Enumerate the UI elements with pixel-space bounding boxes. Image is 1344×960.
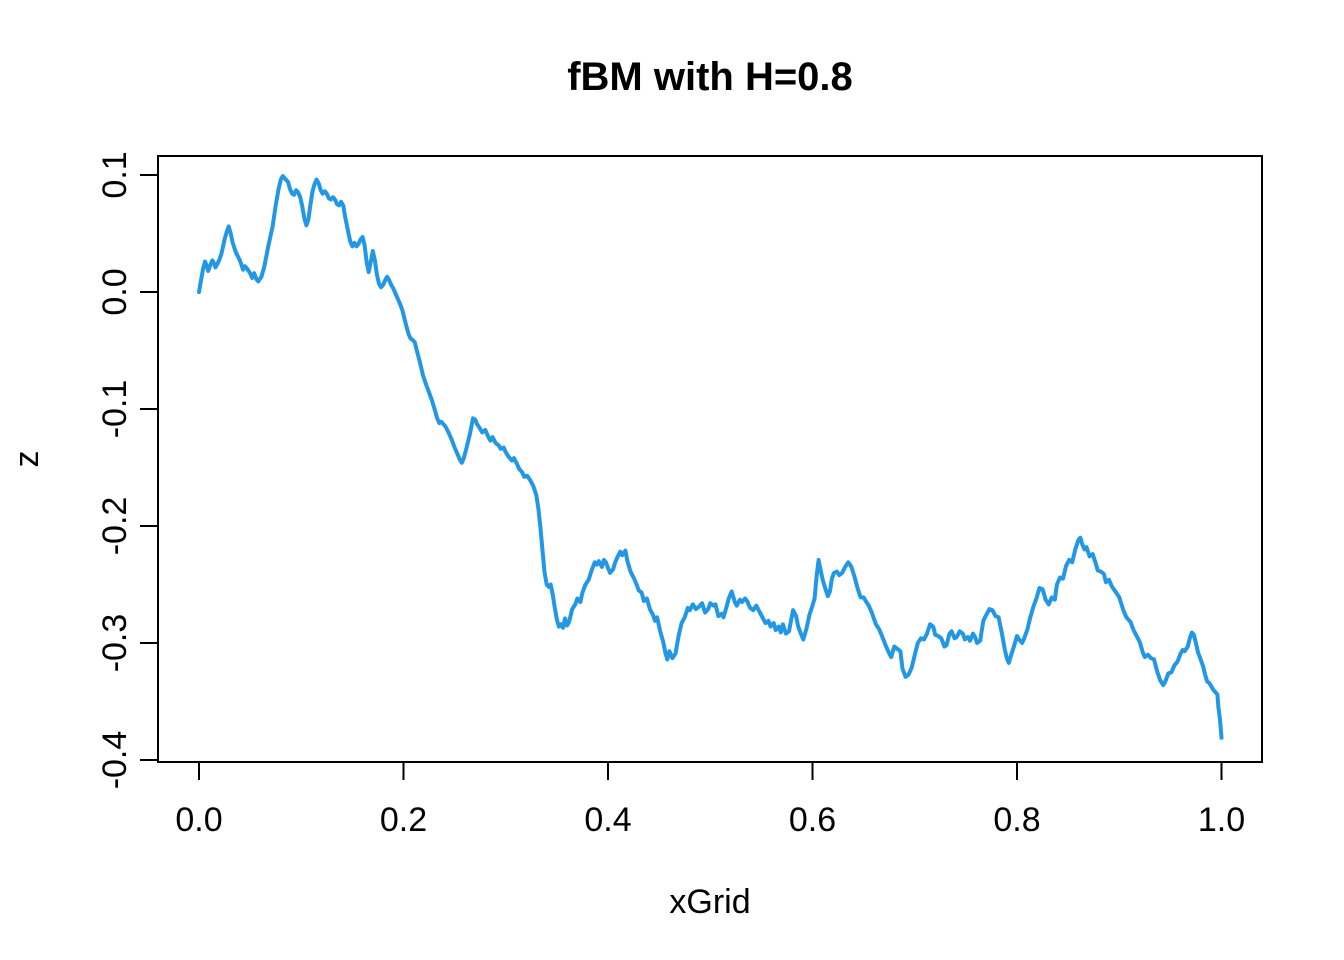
y-tick-label: -0.1 [96,380,134,439]
plot-box [157,155,1263,763]
x-tick-label: 0.6 [789,801,836,839]
x-tick-label: 0.0 [175,801,222,839]
y-tick-label: -0.4 [96,731,134,790]
y-tick-label: -0.3 [96,614,134,673]
x-tick-label: 0.2 [380,801,427,839]
y-tick-label: -0.2 [96,497,134,556]
x-tick-label: 1.0 [1198,801,1245,839]
x-axis: 0.0 0.2 0.4 0.6 0.8 1.0 [175,762,1245,839]
y-axis: 0.1 0.0 -0.1 -0.2 -0.3 -0.4 [96,151,158,789]
y-tick-label: 0.0 [96,268,134,315]
x-axis-label: xGrid [669,883,750,921]
y-axis-label: z [8,451,46,468]
fbm-line [197,174,1224,740]
y-tick-label: 0.1 [96,151,134,198]
x-tick-label: 0.8 [993,801,1040,839]
chart-title: fBM with H=0.8 [567,55,853,99]
x-tick-label: 0.4 [584,801,631,839]
